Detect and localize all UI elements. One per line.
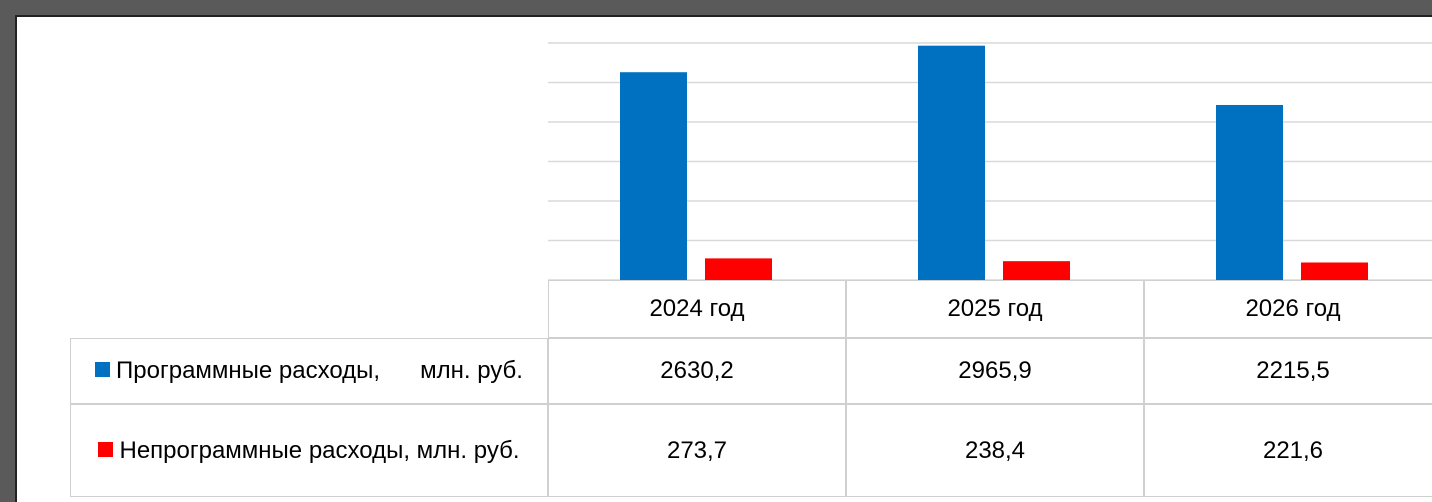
legend-key	[95, 362, 111, 377]
value-cell: 238,4	[846, 404, 1144, 497]
category-header: 2024 год	[548, 280, 846, 338]
legend-cell: Программные расходы, млн. руб.	[70, 338, 548, 404]
value-cell: 2215,5	[1144, 338, 1432, 404]
category-header: 2026 год	[1144, 280, 1432, 338]
value-cell: 221,6	[1144, 404, 1432, 497]
legend-cell: Непрограммные расходы, млн. руб.	[70, 404, 548, 497]
legend-label: Непрограммные расходы, млн. руб.	[119, 436, 520, 464]
legend-key	[98, 441, 114, 457]
bar	[1301, 262, 1368, 280]
bar	[1216, 104, 1283, 281]
bar	[1003, 261, 1070, 280]
bar	[705, 258, 772, 280]
value-cell: 2965,9	[846, 338, 1144, 404]
value-cell: 273,7	[548, 404, 846, 497]
legend-label: Программные расходы, млн. руб.	[116, 357, 523, 384]
value-cell: 2630,2	[548, 338, 846, 404]
category-header: 2025 год	[846, 280, 1144, 338]
bar	[918, 45, 985, 280]
legend-entry: Непрограммные расходы, млн. руб.	[98, 436, 520, 466]
bar	[620, 72, 687, 280]
legend-entry: Программные расходы, млн. руб.	[95, 356, 523, 386]
